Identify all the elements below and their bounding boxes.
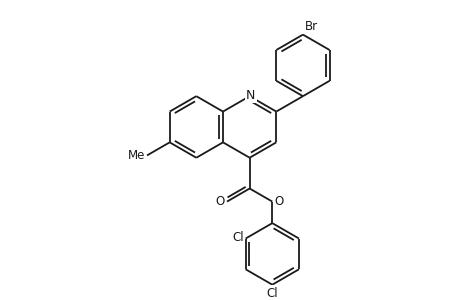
Text: Cl: Cl <box>266 286 278 300</box>
Text: Me: Me <box>128 149 145 162</box>
Text: O: O <box>215 195 224 208</box>
Text: N: N <box>246 89 255 102</box>
Text: Br: Br <box>304 20 317 33</box>
Text: Cl: Cl <box>232 231 243 244</box>
Text: O: O <box>274 195 283 208</box>
